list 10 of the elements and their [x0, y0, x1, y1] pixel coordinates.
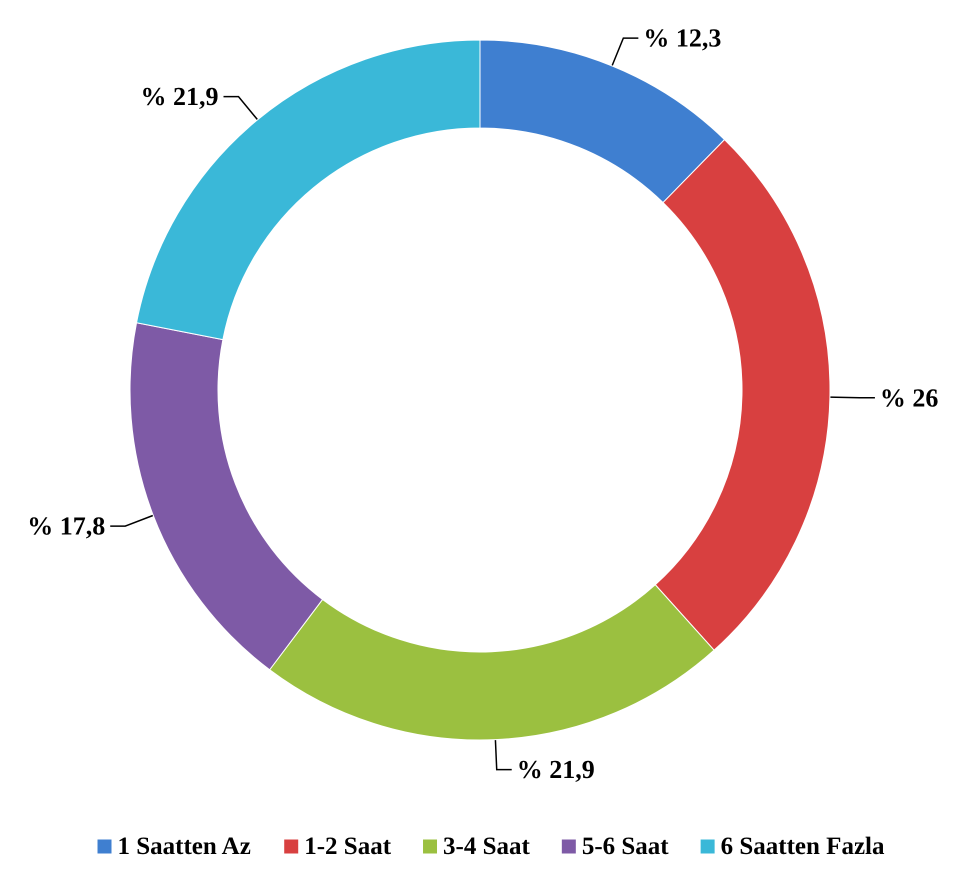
data-label: % 12,3: [643, 24, 722, 53]
data-label: % 21,9: [516, 755, 595, 784]
legend-label: 1 Saatten Az: [118, 833, 251, 860]
legend-label: 5-6 Saat: [582, 833, 670, 860]
data-label: % 21,9: [140, 82, 218, 112]
legend-label: 1-2 Saat: [304, 833, 392, 860]
legend-label: 6 Saatten Fazla: [720, 833, 885, 860]
data-label: % 17,8: [27, 512, 106, 541]
data-label: % 26: [880, 383, 938, 412]
legend-label: 3-4 Saat: [443, 833, 530, 860]
